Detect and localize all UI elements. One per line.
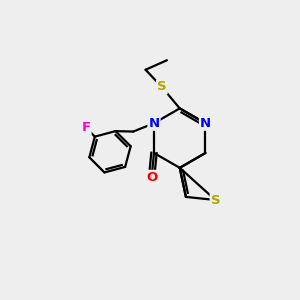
Text: F: F <box>82 121 91 134</box>
Text: N: N <box>200 117 211 130</box>
Text: N: N <box>148 117 160 130</box>
Text: O: O <box>146 171 157 184</box>
Text: S: S <box>157 80 167 94</box>
Text: S: S <box>211 194 220 206</box>
